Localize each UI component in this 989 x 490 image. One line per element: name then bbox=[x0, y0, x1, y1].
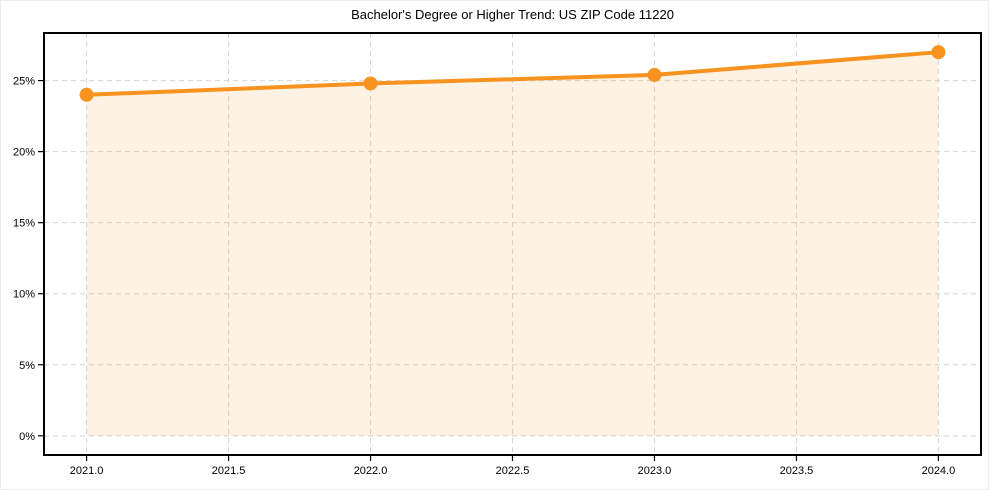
data-point-marker bbox=[931, 45, 946, 60]
x-tick-label: 2022.5 bbox=[496, 465, 530, 477]
y-tick-label: 15% bbox=[13, 218, 35, 230]
y-tick-label: 0% bbox=[19, 431, 35, 443]
y-tick-label: 25% bbox=[13, 76, 35, 88]
data-point-marker bbox=[79, 87, 94, 102]
data-point-marker bbox=[363, 76, 378, 91]
x-tick-label: 2023.0 bbox=[638, 465, 672, 477]
y-tick-label: 5% bbox=[19, 360, 35, 372]
x-tick-label: 2024.0 bbox=[922, 465, 956, 477]
x-tick-label: 2022.0 bbox=[354, 465, 388, 477]
chart-title: Bachelor's Degree or Higher Trend: US ZI… bbox=[351, 7, 674, 22]
y-tick-label: 10% bbox=[13, 289, 35, 301]
x-tick-label: 2021.0 bbox=[70, 465, 104, 477]
x-tick-label: 2021.5 bbox=[212, 465, 246, 477]
area-fill bbox=[86, 52, 939, 436]
trend-line bbox=[84, 50, 941, 97]
data-point-marker bbox=[647, 67, 662, 82]
y-tick-label: 20% bbox=[13, 147, 35, 159]
plot-border bbox=[43, 32, 982, 456]
x-tick-label: 2023.5 bbox=[780, 465, 814, 477]
